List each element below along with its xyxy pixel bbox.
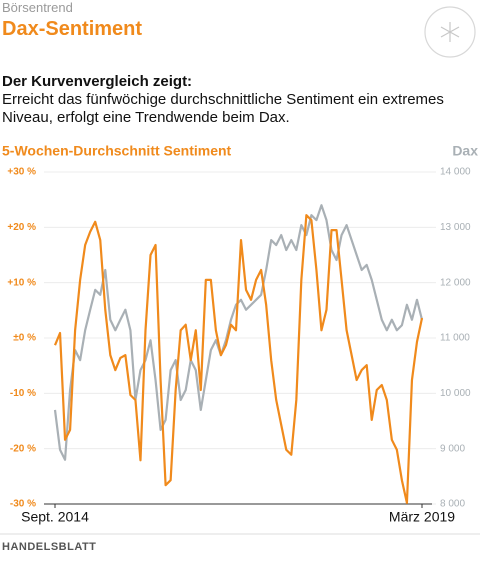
- page-title: Dax-Sentiment: [2, 18, 143, 40]
- series-line: [53, 204, 424, 461]
- y2-tick-label: 10 000: [440, 388, 471, 399]
- y2-tick-label: 11 000: [440, 333, 470, 344]
- x-tick-label: Sept. 2014: [21, 509, 89, 525]
- y-tick-label: -30 %: [10, 499, 36, 510]
- y2-tick-label: 8 000: [440, 499, 465, 510]
- y-tick-label: ±0 %: [13, 333, 36, 344]
- y2-tick-label: 12 000: [440, 277, 471, 288]
- series-line: [53, 214, 424, 504]
- y-tick-label: -10 %: [10, 388, 36, 399]
- y-tick-label: +30 %: [7, 167, 36, 178]
- y-tick-label: +20 %: [7, 222, 36, 233]
- y2-axis-title: Dax: [452, 143, 478, 159]
- body-text: Erreicht das fünfwöchige durchschnittlic…: [2, 91, 444, 126]
- lead: Der Kurvenvergleich zeigt:: [2, 73, 193, 90]
- x-tick-label: März 2019: [389, 509, 455, 525]
- y2-tick-label: 9 000: [440, 443, 465, 454]
- icon-asterisk: [440, 22, 460, 42]
- source: HANDELSBLATT: [2, 541, 97, 553]
- y-tick-label: -20 %: [10, 443, 36, 454]
- y2-tick-label: 14 000: [440, 167, 471, 178]
- y-axis-title: 5-Wochen-Durchschnitt Sentiment: [2, 143, 232, 159]
- icon: [424, 6, 476, 58]
- y2-tick-label: 13 000: [440, 222, 471, 233]
- y-tick-label: +10 %: [7, 277, 36, 288]
- kicker: Börsentrend: [2, 0, 73, 15]
